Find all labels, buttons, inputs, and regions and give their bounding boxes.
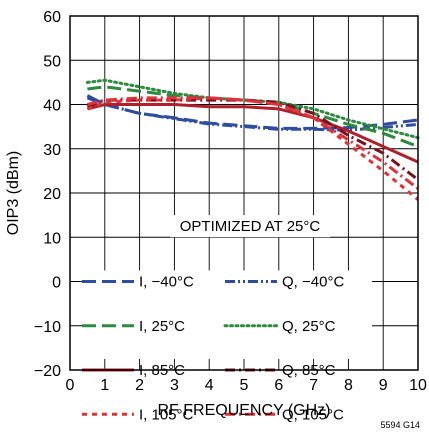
y-tick-label: −10: [34, 319, 61, 336]
legend-label: Q, −40°C: [282, 274, 344, 291]
annotation-text: OPTIMIZED AT 25°C: [180, 218, 321, 235]
annotation-background: [170, 215, 330, 238]
legend-label: I, −40°C: [139, 274, 194, 291]
legend-label: I, 25°C: [139, 318, 185, 335]
x-tick-label: 4: [205, 377, 214, 394]
series-line: [87, 96, 419, 190]
x-tick-label: 10: [409, 377, 427, 394]
x-tick-label: 5: [240, 377, 249, 394]
series-line: [86, 96, 419, 132]
x-tick-label: 0: [66, 377, 75, 394]
legend-label: I, 105°C: [139, 406, 194, 423]
y-tick-label: 50: [43, 53, 61, 70]
legend-background: [82, 270, 372, 359]
x-tick-labels: 0 1 2 3 4 5 6 7 8 9 10: [66, 377, 427, 394]
series-group: [85, 78, 420, 201]
legend: I, −40°C Q, −40°CI, 25°C Q, 25°CI, 85°C Q, …: [82, 270, 372, 423]
x-tick-label: 1: [100, 377, 109, 394]
y-tick-labels: −20 −10 0 10 20 30 40 50 60: [34, 9, 61, 380]
legend-label: Q, 105°C: [282, 406, 344, 423]
y-tick-label: 20: [43, 186, 61, 203]
series-line: [85, 78, 420, 140]
x-tick-label: 2: [135, 377, 144, 394]
x-tick-label: 9: [379, 377, 388, 394]
y-axis-label: OIP3 (dBm): [5, 151, 22, 235]
y-tick-label: −20: [34, 363, 61, 380]
figure-number: 5594 G14: [380, 420, 420, 430]
y-tick-label: 40: [43, 98, 61, 115]
series-line: [87, 85, 419, 148]
y-tick-label: 0: [52, 275, 61, 292]
legend-label: Q, 25°C: [282, 318, 336, 335]
y-tick-label: 10: [43, 230, 61, 247]
series-line: [87, 103, 419, 164]
x-tick-label: 7: [309, 377, 318, 394]
y-tick-label: 60: [43, 9, 61, 26]
plot-frame: [69, 15, 419, 371]
x-tick-label: 3: [170, 377, 179, 394]
x-tick-label: 8: [344, 377, 353, 394]
series-line: [86, 96, 419, 201]
y-tick-label: 30: [43, 142, 61, 159]
x-axis-label: RF FREQUENCY (GHz): [157, 402, 330, 419]
x-tick-label: 6: [274, 377, 283, 394]
